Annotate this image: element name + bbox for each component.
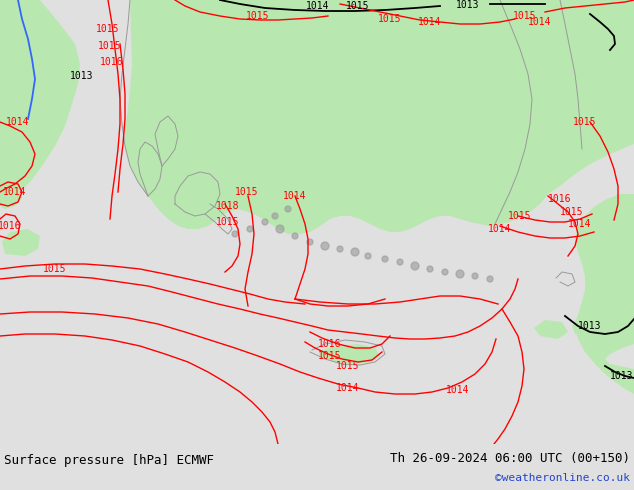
Text: 1016: 1016: [318, 339, 342, 349]
Text: 1013: 1013: [456, 0, 480, 10]
Polygon shape: [337, 246, 343, 252]
Polygon shape: [427, 266, 433, 272]
Polygon shape: [351, 248, 359, 256]
Polygon shape: [442, 269, 448, 275]
PathPatch shape: [2, 229, 40, 256]
Polygon shape: [321, 242, 329, 250]
Text: 1016: 1016: [0, 221, 22, 231]
PathPatch shape: [534, 320, 568, 339]
PathPatch shape: [318, 344, 380, 364]
Polygon shape: [365, 253, 371, 259]
Text: 1015: 1015: [43, 264, 67, 274]
Text: 1016: 1016: [100, 57, 124, 67]
Polygon shape: [247, 226, 253, 232]
Text: 1015: 1015: [508, 211, 532, 221]
Text: 1014: 1014: [306, 1, 330, 11]
PathPatch shape: [575, 194, 634, 394]
Text: 1015: 1015: [96, 24, 120, 34]
Text: 1014: 1014: [336, 383, 359, 393]
Polygon shape: [262, 219, 268, 225]
Text: Surface pressure [hPa] ECMWF: Surface pressure [hPa] ECMWF: [4, 454, 214, 466]
Text: 1015: 1015: [336, 361, 359, 371]
Polygon shape: [487, 276, 493, 282]
Text: 1015: 1015: [318, 351, 342, 361]
Text: 1015: 1015: [246, 11, 269, 21]
Text: 1014: 1014: [446, 385, 470, 395]
Text: 1018: 1018: [216, 201, 240, 211]
Text: 1014: 1014: [283, 191, 307, 201]
PathPatch shape: [0, 0, 80, 204]
Polygon shape: [276, 225, 284, 233]
PathPatch shape: [0, 114, 35, 164]
Text: 1015: 1015: [560, 207, 584, 217]
Text: 1014: 1014: [418, 17, 442, 27]
Text: 1014: 1014: [3, 187, 27, 197]
Text: 1014: 1014: [528, 17, 552, 27]
Text: 1015: 1015: [573, 117, 597, 127]
Polygon shape: [472, 273, 478, 279]
Text: 1013: 1013: [578, 321, 602, 331]
Text: 1015: 1015: [216, 217, 240, 227]
Text: 1015: 1015: [235, 187, 259, 197]
Polygon shape: [382, 256, 388, 262]
Text: 1013: 1013: [70, 71, 94, 81]
Text: 1015: 1015: [346, 1, 370, 11]
Polygon shape: [397, 259, 403, 265]
Polygon shape: [456, 270, 464, 278]
PathPatch shape: [125, 0, 634, 234]
Text: 1015: 1015: [514, 11, 537, 21]
Text: 1016: 1016: [548, 194, 572, 204]
Polygon shape: [411, 262, 419, 270]
Text: 1015: 1015: [98, 41, 122, 51]
Text: 1014: 1014: [6, 117, 30, 127]
PathPatch shape: [0, 182, 22, 209]
Text: 1014: 1014: [488, 224, 512, 234]
Text: 1013: 1013: [611, 371, 634, 381]
Text: Th 26-09-2024 06:00 UTC (00+150): Th 26-09-2024 06:00 UTC (00+150): [390, 451, 630, 465]
Polygon shape: [292, 233, 298, 239]
Polygon shape: [232, 231, 238, 237]
PathPatch shape: [572, 312, 615, 339]
Polygon shape: [307, 239, 313, 245]
Polygon shape: [272, 213, 278, 219]
Text: 1014: 1014: [568, 219, 592, 229]
Polygon shape: [285, 206, 291, 212]
Text: ©weatheronline.co.uk: ©weatheronline.co.uk: [495, 473, 630, 483]
Text: 1015: 1015: [378, 14, 402, 24]
